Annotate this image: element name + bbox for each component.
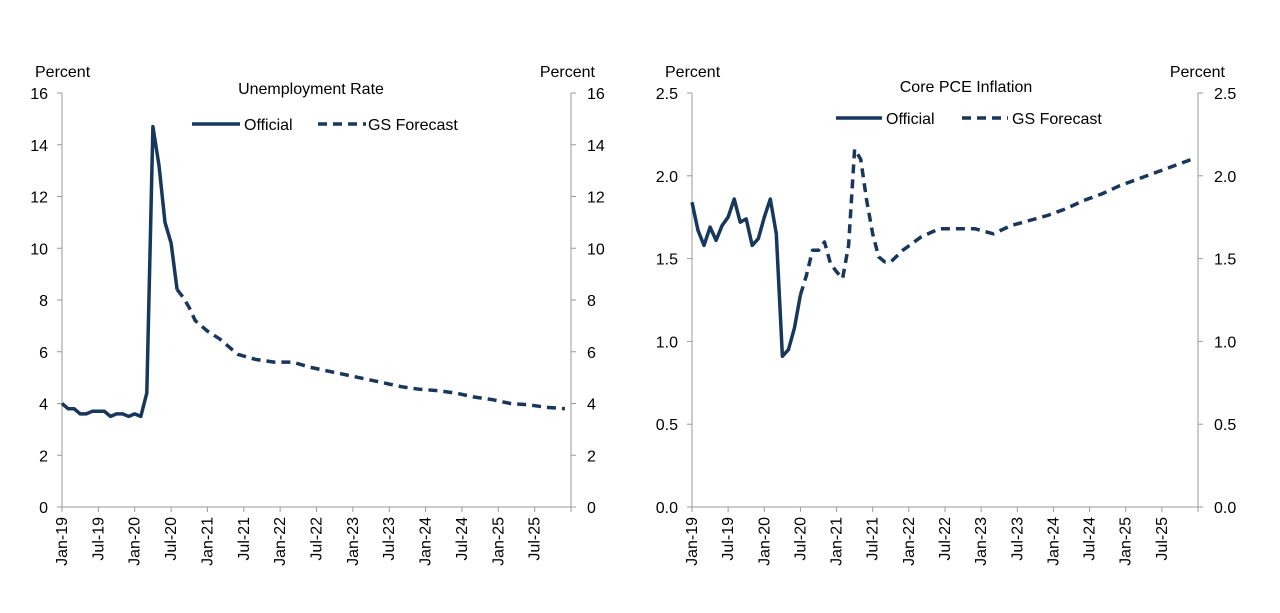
y-tick-label-left: 0.5	[656, 417, 678, 434]
x-tick-label: Jul-22	[309, 517, 326, 561]
x-tick-label: Jan-19	[54, 517, 71, 566]
y-tick-label-right: 4	[587, 397, 596, 414]
y-tick-label-left: 6	[39, 345, 48, 362]
x-tick-label: Jan-25	[1118, 517, 1135, 566]
x-tick-label: Jul-19	[90, 517, 107, 561]
legend-label-gs-forecast: GS Forecast	[1012, 111, 1102, 128]
y-tick-label-left: 2.5	[656, 86, 678, 103]
x-tick-label: Jan-21	[829, 517, 846, 566]
y-tick-label-left: 1.0	[656, 334, 678, 351]
y-tick-label-left: 10	[30, 241, 48, 258]
x-tick-label: Jul-20	[792, 517, 809, 561]
x-tick-label: Jul-24	[1082, 517, 1099, 561]
y-tick-label-right: 16	[587, 86, 605, 103]
x-tick-label: Jan-22	[272, 517, 289, 566]
y-unit-left: Percent	[665, 64, 721, 81]
y-unit-right: Percent	[1170, 64, 1226, 81]
chart-2: 0.0 0.0 0.5 0.5 1.0 1.0 1.5 1.5 2.0 2.0 2.5 2.5 Jan-…	[656, 64, 1237, 566]
y-tick-label-left: 16	[30, 86, 48, 103]
y-tick-label-left: 2	[39, 448, 48, 465]
x-tick-label: Jul-22	[937, 517, 954, 561]
y-tick-label-right: 6	[587, 345, 596, 362]
y-tick-label-right: 2	[587, 448, 596, 465]
legend: Official GS Forecast	[836, 111, 1102, 128]
y-tick-label-right: 0.0	[1214, 500, 1236, 517]
y-tick-label-right: 14	[587, 138, 605, 155]
y-tick-label-right: 2.5	[1214, 86, 1236, 103]
x-tick-label: Jul-21	[865, 517, 882, 561]
y-tick-label-left: 0.0	[656, 500, 678, 517]
x-tick-label: Jan-20	[756, 517, 773, 566]
x-tick-label: Jan-25	[490, 517, 507, 566]
legend-label-gs-forecast: GS Forecast	[368, 117, 458, 134]
y-tick-label-right: 0	[587, 500, 596, 517]
y-tick-label-right: 1.5	[1214, 252, 1236, 269]
x-tick-label: Jul-25	[527, 517, 544, 561]
x-tick-label: Jan-23	[345, 517, 362, 566]
x-tick-label: Jan-24	[1045, 517, 1062, 566]
legend-label-official: Official	[886, 111, 935, 128]
y-tick-label-right: 12	[587, 190, 605, 207]
y-tick-label-right: 2.0	[1214, 169, 1236, 186]
y-unit-left: Percent	[35, 64, 91, 81]
x-tick-label: Jan-24	[418, 517, 435, 566]
legend-label-official: Official	[244, 117, 293, 134]
x-tick-label: Jul-20	[163, 517, 180, 561]
chart-title: Unemployment Rate	[238, 81, 384, 98]
chart-title: Core PCE Inflation	[900, 79, 1033, 96]
y-tick-label-left: 1.5	[656, 252, 678, 269]
x-tick-label: Jul-19	[720, 517, 737, 561]
y-tick-label-right: 10	[587, 241, 605, 258]
x-tick-label: Jul-23	[381, 517, 398, 561]
y-tick-label-right: 8	[587, 293, 596, 310]
y-tick-label-left: 2.0	[656, 169, 678, 186]
x-tick-label: Jul-24	[454, 517, 471, 561]
x-tick-label: Jul-23	[1009, 517, 1026, 561]
y-tick-label-right: 0.5	[1214, 417, 1236, 434]
series-line-gs-forecast	[798, 147, 1193, 296]
x-tick-label: Jul-25	[1154, 517, 1171, 561]
x-tick-label: Jan-23	[973, 517, 990, 566]
x-tick-label: Jan-20	[127, 517, 144, 566]
y-tick-label-left: 8	[39, 293, 48, 310]
x-tick-label: Jan-22	[901, 517, 918, 566]
x-tick-label: Jan-19	[684, 517, 701, 566]
y-unit-right: Percent	[540, 64, 596, 81]
series-line-official	[690, 197, 803, 359]
y-tick-label-right: 1.0	[1214, 334, 1236, 351]
x-tick-label: Jul-21	[236, 517, 253, 561]
series-line-gs-forecast	[175, 288, 566, 411]
y-tick-label-left: 12	[30, 190, 48, 207]
y-tick-label-left: 14	[30, 138, 48, 155]
y-tick-label-left: 4	[39, 397, 48, 414]
y-tick-label-left: 0	[39, 500, 48, 517]
x-tick-label: Jan-21	[199, 517, 216, 566]
series-line-official	[60, 124, 179, 419]
legend: Official GS Forecast	[192, 117, 458, 134]
chart-1: 0 0 2 2 4 4 6 6 8 8 10 10 12 12 14 14 16 16 Jan-19 Jul-19 Ja…	[30, 64, 605, 566]
